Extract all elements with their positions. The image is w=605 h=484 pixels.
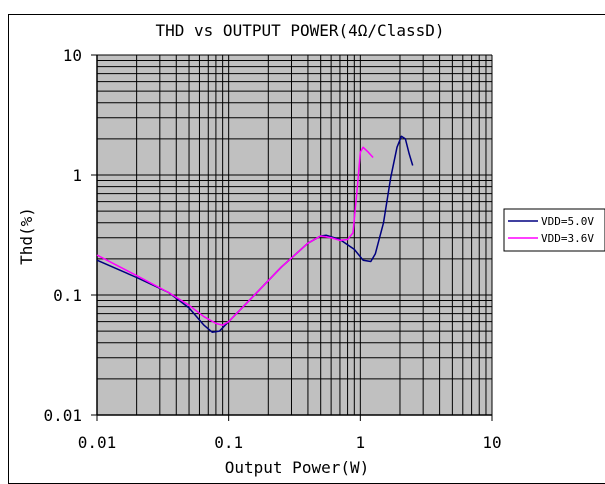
y-axis-label: Thd(%) [17,207,36,265]
x-tick-label: 1 [356,433,366,452]
legend-label-2: VDD=3.6V [541,232,594,245]
plot-area [97,55,492,415]
grid [96,54,493,416]
axes: 10 1 0.1 0.01 0.01 0.1 1 10 [43,46,501,452]
chart-title: THD vs OUTPUT POWER(4Ω/ClassD) [156,21,445,40]
legend-label-1: VDD=5.0V [541,215,594,228]
y-tick-label: 0.01 [43,406,82,425]
series-line-2 [96,146,374,326]
y-tick-label: 10 [63,46,82,65]
x-tick-label: 10 [482,433,501,452]
y-tick-label: 1 [72,166,82,185]
y-tick-label: 0.1 [53,286,82,305]
series-line-1 [96,135,414,333]
series [96,135,414,333]
x-axis-label: Output Power(W) [225,458,370,477]
legend-box [503,208,605,252]
legend: VDD=5.0V VDD=3.6V [503,208,605,252]
x-tick-label: 0.1 [214,433,243,452]
x-tick-label: 0.01 [78,433,117,452]
